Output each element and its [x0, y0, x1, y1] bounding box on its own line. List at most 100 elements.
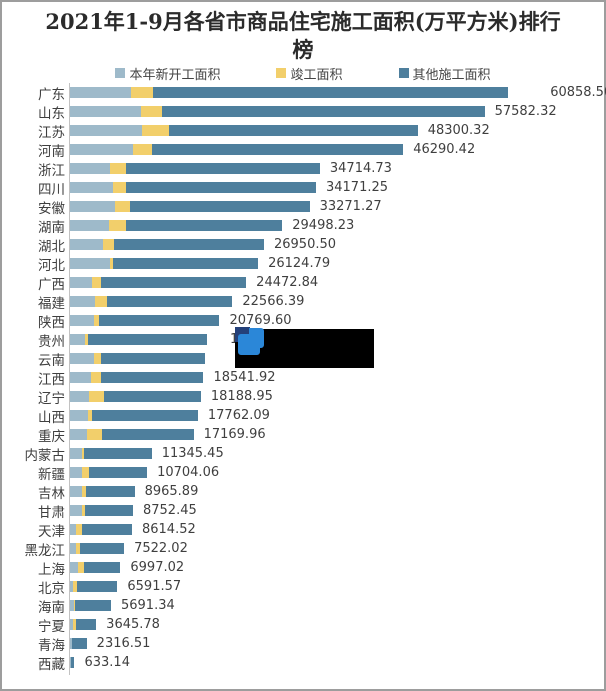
stacked-bar: [70, 239, 264, 250]
category-label: 河南: [38, 143, 65, 160]
bar-row: 广西 24472.84: [2, 273, 604, 293]
bar-segment: [70, 619, 73, 630]
bar-segment: [81, 448, 85, 459]
legend-swatch-icon: [115, 68, 126, 78]
bar-row: 浙江 34714.73: [2, 159, 604, 179]
bar-segment: [114, 239, 264, 250]
bar-segment: [81, 505, 86, 516]
category-label: 广西: [38, 276, 65, 293]
bar-segment: [107, 296, 233, 307]
category-label: 海南: [38, 599, 65, 616]
bar-row: 黑龙江 7522.02: [2, 539, 604, 559]
bar-segment: [103, 391, 201, 402]
bar-segment: [126, 182, 316, 193]
value-label: 48300.32: [427, 123, 490, 138]
stacked-bar: [70, 657, 75, 668]
value-label: 22566.39: [242, 294, 305, 309]
bar-segment: [89, 467, 148, 478]
bar-row: 贵州 1: [2, 330, 604, 350]
bar-row: 山东 57582.32: [2, 102, 604, 122]
value-label: 17762.09: [207, 408, 270, 423]
stacked-bar: [70, 87, 509, 98]
bar-row: 陕西 20769.60: [2, 311, 604, 331]
stacked-bar: [70, 106, 485, 117]
bar-segment: [70, 581, 73, 592]
bar-segment: [74, 600, 111, 611]
bar-segment: [70, 144, 134, 155]
bar-row: 上海 6997.02: [2, 558, 604, 578]
value-label: 633.14: [84, 655, 130, 670]
value-label: 11345.45: [161, 446, 224, 461]
category-label: 吉林: [38, 485, 65, 502]
stacked-bar: [70, 353, 206, 364]
category-label: 北京: [38, 580, 65, 597]
bar-row: 江苏 48300.32: [2, 121, 604, 141]
bar-segment: [71, 638, 73, 649]
value-label: 1: [230, 332, 238, 347]
stacked-bar: [70, 258, 259, 269]
bar-segment: [101, 429, 194, 440]
bar-segment: [72, 581, 77, 592]
bar-segment: [101, 353, 206, 364]
value-label: 18541.92: [213, 370, 276, 385]
category-label: 江苏: [38, 124, 65, 141]
bar-row: 宁夏 3645.78: [2, 615, 604, 635]
stacked-bar: [70, 391, 201, 402]
bar-segment: [94, 296, 108, 307]
value-label: 57582.32: [494, 104, 557, 119]
stacked-bar: [70, 334, 207, 345]
bar-segment: [70, 239, 103, 250]
bar-segment: [70, 410, 89, 421]
bar-segment: [130, 87, 154, 98]
value-label: 33271.27: [319, 199, 382, 214]
bar-segment: [86, 486, 135, 497]
bar-segment: [70, 486, 83, 497]
bar-segment: [109, 258, 114, 269]
category-label: 重庆: [38, 428, 65, 445]
bar-segment: [70, 505, 82, 516]
stacked-bar: [70, 562, 121, 573]
bar-segment: [161, 106, 485, 117]
bar-segment: [70, 543, 76, 554]
category-label: 四川: [38, 181, 65, 198]
value-label: 8965.89: [144, 484, 199, 499]
bar-segment: [70, 258, 110, 269]
value-label: 8614.52: [141, 522, 196, 537]
category-label: 天津: [38, 523, 65, 540]
legend-item-0: 本年新开工面积: [115, 64, 220, 83]
stacked-bar: [70, 163, 320, 174]
category-label: 内蒙古: [24, 447, 66, 464]
bar-row: 海南 5691.34: [2, 596, 604, 616]
stacked-bar: [70, 467, 148, 478]
bar-segment: [82, 467, 90, 478]
value-label: 20769.60: [229, 313, 292, 328]
bar-segment: [70, 106, 141, 117]
bar-row: 福建 22566.39: [2, 292, 604, 312]
value-label: 2316.51: [96, 636, 151, 651]
bar-segment: [70, 524, 76, 535]
value-label: 5691.34: [120, 598, 175, 613]
bar-segment: [133, 144, 153, 155]
legend-swatch-icon: [398, 68, 409, 78]
bar-segment: [153, 87, 509, 98]
category-label: 贵州: [38, 333, 65, 350]
chart-title: 2021年1-9月各省市商品住宅施工面积(万平方米)排行 榜: [2, 8, 604, 64]
category-label: 福建: [38, 295, 65, 312]
chart-title-line1: 2021年1-9月各省市商品住宅施工面积(万平方米)排行: [45, 9, 561, 34]
bar-segment: [70, 296, 95, 307]
bar-segment: [84, 448, 152, 459]
bar-row: 重庆 17169.96: [2, 425, 604, 445]
category-label: 辽宁: [38, 390, 65, 407]
bar-segment: [70, 220, 109, 231]
category-label: 广东: [38, 86, 65, 103]
category-label: 湖南: [38, 219, 65, 236]
legend-item-2: 其他施工面积: [398, 64, 491, 83]
bar-row: 吉林 8965.89: [2, 482, 604, 502]
bar-row: 安徽 33271.27: [2, 197, 604, 217]
stacked-bar: [70, 201, 310, 212]
bar-segment: [109, 163, 127, 174]
bar-segment: [113, 258, 259, 269]
legend-swatch-icon: [276, 68, 287, 78]
bar-segment: [70, 125, 142, 136]
value-label: 34714.73: [329, 161, 392, 176]
